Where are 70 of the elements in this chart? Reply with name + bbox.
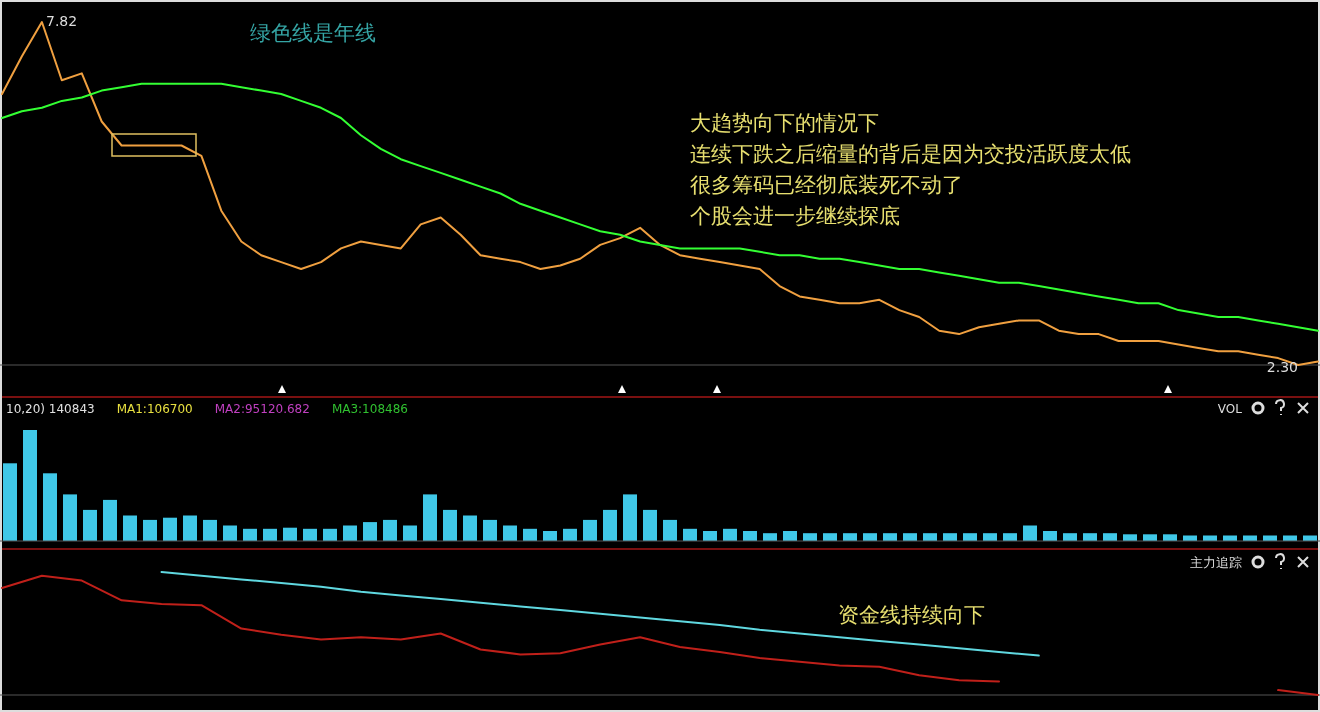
bar <box>943 533 957 541</box>
bar <box>803 533 817 541</box>
bar <box>103 499 117 541</box>
bar <box>463 515 477 541</box>
bar <box>303 528 317 541</box>
bar <box>143 519 157 541</box>
annotation: 很多筹码已经彻底装死不动了 <box>690 173 963 197</box>
bar <box>343 525 357 541</box>
bar <box>623 494 637 541</box>
annotation: 7.82 <box>46 13 78 29</box>
annotation: 资金线持续向下 <box>838 603 985 627</box>
bar <box>1023 525 1037 541</box>
bar <box>43 473 57 541</box>
annotation: 个股会进一步继续探底 <box>690 204 900 228</box>
annotation: 大趋势向下的情况下 <box>690 111 879 135</box>
text: 10,20) 140843 <box>6 402 95 416</box>
bar <box>243 528 257 541</box>
bar <box>963 533 977 541</box>
bar <box>3 463 17 541</box>
bar <box>643 509 657 541</box>
text: MA3:108486 <box>331 402 408 416</box>
bar <box>863 533 877 541</box>
bar <box>323 528 337 541</box>
bar <box>63 494 77 541</box>
bar <box>203 519 217 541</box>
bar <box>23 430 37 541</box>
bar <box>723 528 737 541</box>
bar <box>1103 533 1117 541</box>
bar <box>423 494 437 541</box>
bar <box>603 509 617 541</box>
bar <box>83 509 97 541</box>
bar <box>223 525 237 541</box>
text: MA2:95120.682 <box>214 402 310 416</box>
bar <box>823 533 837 541</box>
bar <box>1063 533 1077 541</box>
annotation: 2.30 <box>1266 359 1298 375</box>
bar <box>883 533 897 541</box>
bar <box>383 519 397 541</box>
bar <box>1043 531 1057 541</box>
bar <box>123 515 137 541</box>
bar <box>743 531 757 541</box>
text: 主力追踪 <box>1190 555 1242 570</box>
bar <box>1003 533 1017 541</box>
bar <box>903 533 917 541</box>
text: MA1:106700 <box>116 402 193 416</box>
bar <box>763 533 777 541</box>
bar <box>783 531 797 541</box>
bar <box>923 533 937 541</box>
bar <box>483 519 497 541</box>
bar <box>163 517 177 541</box>
bar <box>523 528 537 541</box>
bar <box>543 531 557 541</box>
bar <box>843 533 857 541</box>
bar <box>703 531 717 541</box>
annotation: 连续下跌之后缩量的背后是因为交投活跃度太低 <box>690 142 1131 166</box>
bar <box>183 515 197 541</box>
bar <box>683 528 697 541</box>
bar <box>363 522 377 541</box>
bar <box>283 527 297 541</box>
bar <box>563 528 577 541</box>
bar <box>983 533 997 541</box>
bar <box>263 528 277 541</box>
bar <box>663 519 677 541</box>
bar <box>1083 533 1097 541</box>
bar <box>503 525 517 541</box>
annotation: 绿色线是年线 <box>250 21 376 45</box>
bar <box>403 525 417 541</box>
bar <box>443 509 457 541</box>
text: VOL <box>1217 402 1243 416</box>
bar <box>583 519 597 541</box>
